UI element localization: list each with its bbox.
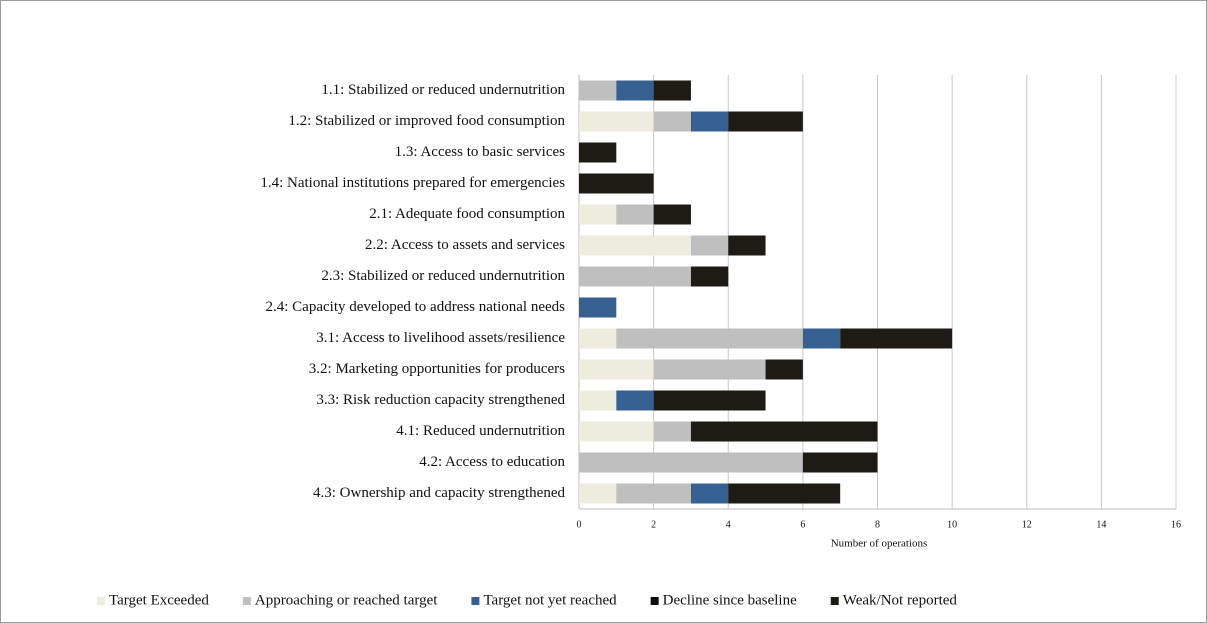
y-tick-label: 1.2: Stabilized or improved food consump… — [288, 113, 565, 129]
bar-segment — [840, 328, 953, 349]
bar-segment — [653, 204, 691, 225]
x-tick-label: 14 — [1096, 519, 1106, 530]
bar-segment — [579, 266, 691, 287]
y-tick-label: 2.3: Stabilized or reduced undernutritio… — [321, 268, 565, 284]
bar-segment — [616, 328, 803, 349]
x-tick-label: 6 — [800, 519, 805, 530]
x-tick-label: 10 — [947, 519, 957, 530]
bar-segment — [579, 390, 617, 411]
bar-segment — [616, 483, 691, 504]
legend-swatch — [97, 597, 105, 605]
bar-segment — [653, 421, 691, 442]
legend-swatch — [471, 597, 480, 605]
y-tick-label: 2.2: Access to assets and services — [365, 237, 565, 253]
y-tick-label: 4.1: Reduced undernutrition — [396, 423, 565, 439]
legend-label: Approaching or reached target — [255, 592, 438, 608]
bar-segment — [579, 142, 617, 163]
x-axis-label: Number of operations — [831, 538, 928, 550]
bar-segment — [616, 390, 654, 411]
bar-segment — [802, 452, 878, 473]
legend-swatch — [242, 597, 251, 605]
bar-segment — [690, 483, 729, 504]
y-tick-label: 2.4: Capacity developed to address natio… — [266, 299, 566, 315]
bar-segment — [579, 452, 803, 473]
x-tick-label: 4 — [726, 519, 731, 530]
bar-segment — [579, 328, 617, 349]
bar-segment — [690, 421, 878, 442]
bar-segment — [653, 359, 766, 380]
legend-label: Target not yet reached — [483, 592, 617, 608]
bar-segment — [579, 204, 617, 225]
y-tick-label: 1.3: Access to basic services — [395, 144, 566, 160]
bar-segment — [579, 80, 617, 101]
bar-segment — [616, 204, 654, 225]
legend-label: Weak/Not reported — [843, 592, 958, 608]
bar-segment — [765, 359, 803, 380]
y-tick-label: 2.1: Adequate food consumption — [369, 206, 565, 222]
bar-segment — [579, 359, 654, 380]
x-tick-label: 12 — [1022, 519, 1032, 530]
bar-segment — [653, 80, 691, 101]
legend-label: Target Exceeded — [109, 592, 209, 608]
bar-segment — [728, 235, 766, 256]
y-tick-label: 3.1: Access to livelihood assets/resilie… — [316, 330, 565, 346]
bar-segment — [579, 111, 654, 132]
legend-swatch — [650, 597, 659, 605]
bar-segment — [653, 390, 766, 411]
bar-segment — [616, 80, 654, 101]
bar-segment — [579, 421, 654, 442]
bar-segment — [728, 111, 803, 132]
y-tick-label: 3.2: Marketing opportunities for produce… — [309, 361, 565, 377]
bar-segment — [579, 235, 691, 256]
x-tick-label: 16 — [1171, 519, 1181, 530]
y-tick-label: 3.3: Risk reduction capacity strengthene… — [316, 392, 565, 408]
y-tick-label: 4.3: Ownership and capacity strengthened — [313, 485, 566, 501]
bar-segment — [690, 266, 729, 287]
legend-label: Decline since baseline — [663, 592, 797, 608]
bar-segment — [728, 483, 841, 504]
legend-swatch — [830, 597, 839, 605]
bar-segment — [579, 483, 617, 504]
y-tick-label: 4.2: Access to education — [419, 454, 565, 470]
bar-segment — [690, 235, 729, 256]
x-tick-label: 2 — [651, 519, 656, 530]
bar-segment — [802, 328, 841, 349]
bar-segment — [579, 173, 654, 194]
bar-segment — [653, 111, 691, 132]
x-tick-label: 0 — [577, 519, 582, 530]
y-tick-label: 1.4: National institutions prepared for … — [260, 175, 565, 191]
x-tick-label: 8 — [875, 519, 880, 530]
bar-segment — [579, 297, 617, 318]
y-tick-label: 1.1: Stabilized or reduced undernutritio… — [321, 82, 565, 98]
bar-segment — [690, 111, 729, 132]
